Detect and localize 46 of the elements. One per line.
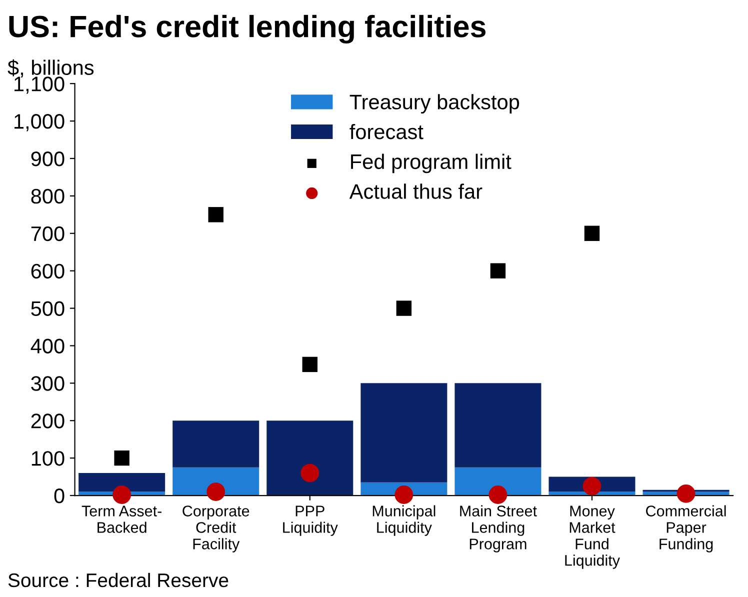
point: [488, 486, 508, 504]
point: [302, 356, 318, 372]
point: [208, 207, 224, 222]
x-tick-label: Term Asset- Backed: [82, 506, 162, 533]
bar: [360, 383, 448, 482]
point: [584, 226, 600, 241]
y-tick-label: 200: [31, 414, 64, 428]
point: [114, 450, 130, 466]
chart-title: US: Fed's credit lending facilities: [9, 14, 486, 44]
source-note: Source : Federal Reserve: [8, 572, 228, 588]
y-tick-label: 700: [31, 226, 64, 242]
y-tick-label: 400: [30, 338, 64, 354]
bar: [454, 467, 542, 496]
point: [300, 464, 320, 482]
point: [676, 484, 696, 503]
y-tick-label: 800: [31, 188, 64, 204]
y-tick-label: 300: [31, 376, 64, 391]
y-tick-label: 1,000: [14, 114, 64, 132]
legend-label: Treasury backstop: [350, 94, 520, 114]
x-tick-label: Commercial Paper Funding: [646, 505, 726, 552]
point: [394, 486, 414, 504]
y-tick-label: 1,100: [14, 76, 64, 94]
y-tick-label: 500: [31, 301, 64, 316]
y-tick-label: 0: [54, 488, 64, 504]
bar: [454, 383, 542, 468]
point: [582, 476, 602, 496]
x-tick-label: Money Market Fund Liquidity: [565, 506, 620, 569]
legend-label: forecast: [350, 124, 424, 140]
y-tick-label: 900: [31, 151, 64, 166]
bar: [266, 420, 354, 496]
y-tick-label: 600: [31, 264, 64, 279]
bar: [78, 473, 166, 492]
bar: [172, 420, 260, 468]
point: [112, 486, 132, 504]
point: [206, 482, 226, 501]
x-tick-label: PPP Liquidity: [283, 506, 338, 536]
y-tick-label: 100: [32, 451, 64, 466]
x-tick-label: Main Street Lending Program: [460, 505, 537, 552]
point: [396, 300, 412, 316]
x-tick-label: Municipal Liquidity: [372, 505, 436, 536]
x-tick-label: Corporate Credit Facility: [182, 506, 250, 552]
y-axis-title: $, billions: [8, 59, 94, 78]
bar: [172, 467, 260, 496]
point: [490, 263, 506, 278]
legend-label: Fed program limit: [351, 154, 512, 174]
legend-label: Actual thus far: [349, 184, 482, 199]
